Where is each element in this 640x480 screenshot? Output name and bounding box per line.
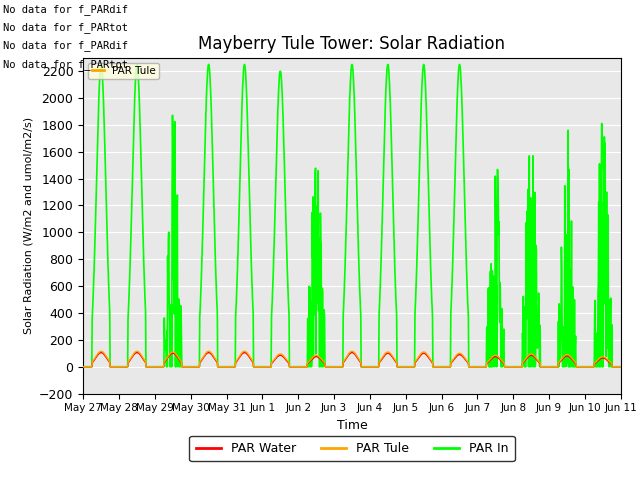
Text: No data for f_PARtot: No data for f_PARtot xyxy=(3,22,128,33)
Y-axis label: Solar Radiation (W/m2 and umol/m2/s): Solar Radiation (W/m2 and umol/m2/s) xyxy=(24,117,33,334)
Title: Mayberry Tule Tower: Solar Radiation: Mayberry Tule Tower: Solar Radiation xyxy=(198,35,506,53)
Text: No data for f_PARdif: No data for f_PARdif xyxy=(3,40,128,51)
Legend: PAR Water, PAR Tule, PAR In: PAR Water, PAR Tule, PAR In xyxy=(189,436,515,461)
X-axis label: Time: Time xyxy=(337,419,367,432)
Text: No data for f_PARdif: No data for f_PARdif xyxy=(3,4,128,15)
Text: No data for f_PARtot: No data for f_PARtot xyxy=(3,59,128,70)
